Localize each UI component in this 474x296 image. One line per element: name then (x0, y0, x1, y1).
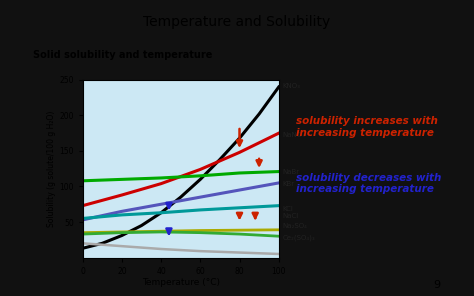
Y-axis label: Solubility (g solute/100 g H₂O): Solubility (g solute/100 g H₂O) (47, 110, 56, 227)
Text: Temperature and Solubility: Temperature and Solubility (143, 15, 331, 29)
Text: Ce₂(SO₄)₃: Ce₂(SO₄)₃ (283, 234, 315, 241)
Text: NaCl: NaCl (283, 213, 299, 219)
Text: KBr: KBr (283, 181, 295, 187)
X-axis label: Temperature (°C): Temperature (°C) (142, 278, 219, 287)
Text: NaBr: NaBr (283, 169, 300, 175)
Text: solubility decreases with
increasing temperature: solubility decreases with increasing tem… (296, 173, 442, 194)
Text: 9: 9 (434, 280, 441, 290)
Text: Na₂SO₄: Na₂SO₄ (283, 223, 308, 229)
Text: KNO₃: KNO₃ (283, 83, 301, 89)
Text: solubility increases with
increasing temperature: solubility increases with increasing tem… (296, 117, 438, 138)
Text: NaNO₃: NaNO₃ (283, 132, 306, 138)
Text: KCl: KCl (283, 205, 293, 212)
Text: Solid solubility and temperature: Solid solubility and temperature (33, 50, 212, 60)
